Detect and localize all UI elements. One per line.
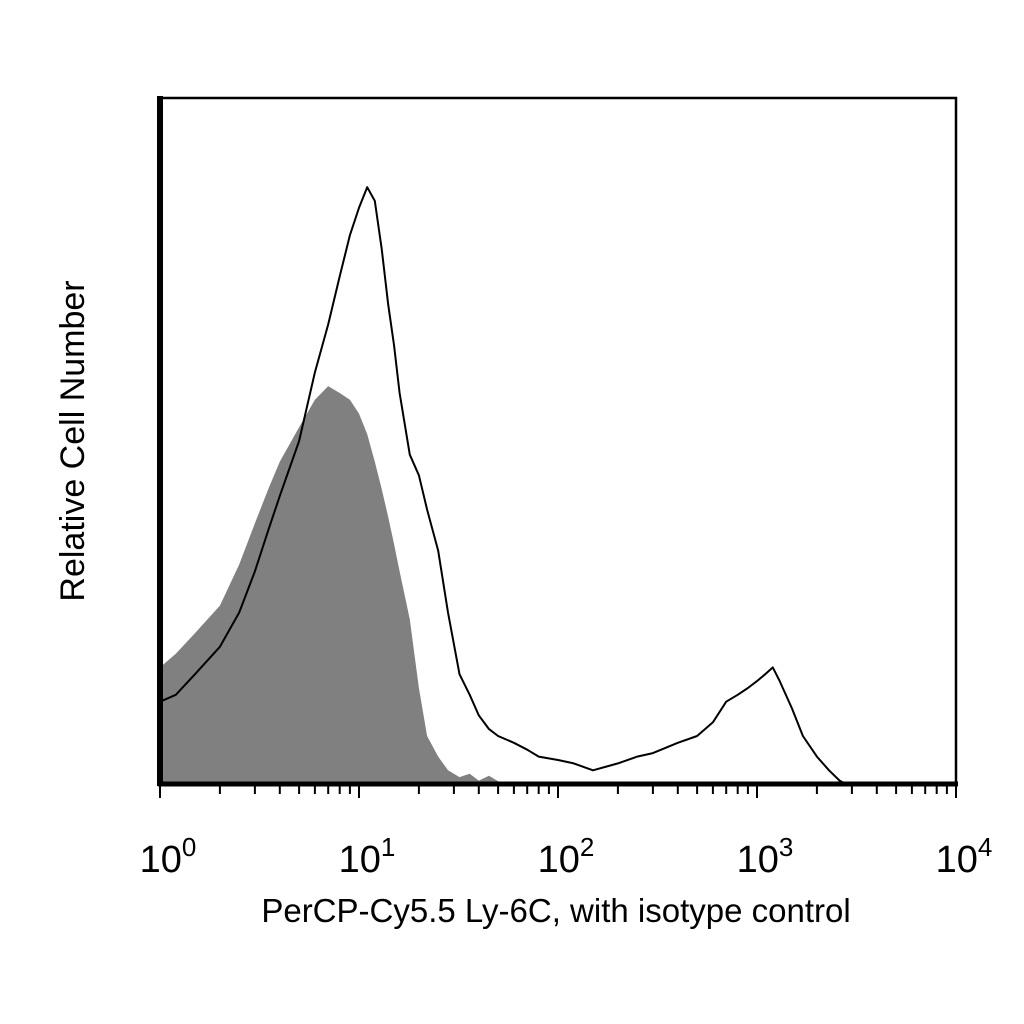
x-tick-label: 101 [339,832,396,881]
sample-histogram [159,186,847,785]
x-tick-label: 100 [140,832,197,881]
x-tick-label: 102 [538,832,595,881]
x-axis-label: PerCP-Cy5.5 Ly-6C, with isotype control [261,892,850,929]
y-axis-label: Relative Cell Number [54,280,92,601]
x-tick-label: 103 [737,832,794,881]
x-tick-label: 104 [936,832,993,881]
x-tick-labels: 100 101 102 103 104 [140,832,993,881]
isotype-histogram [160,386,507,784]
series-layer [159,186,847,785]
x-minor-ticks [159,784,957,798]
